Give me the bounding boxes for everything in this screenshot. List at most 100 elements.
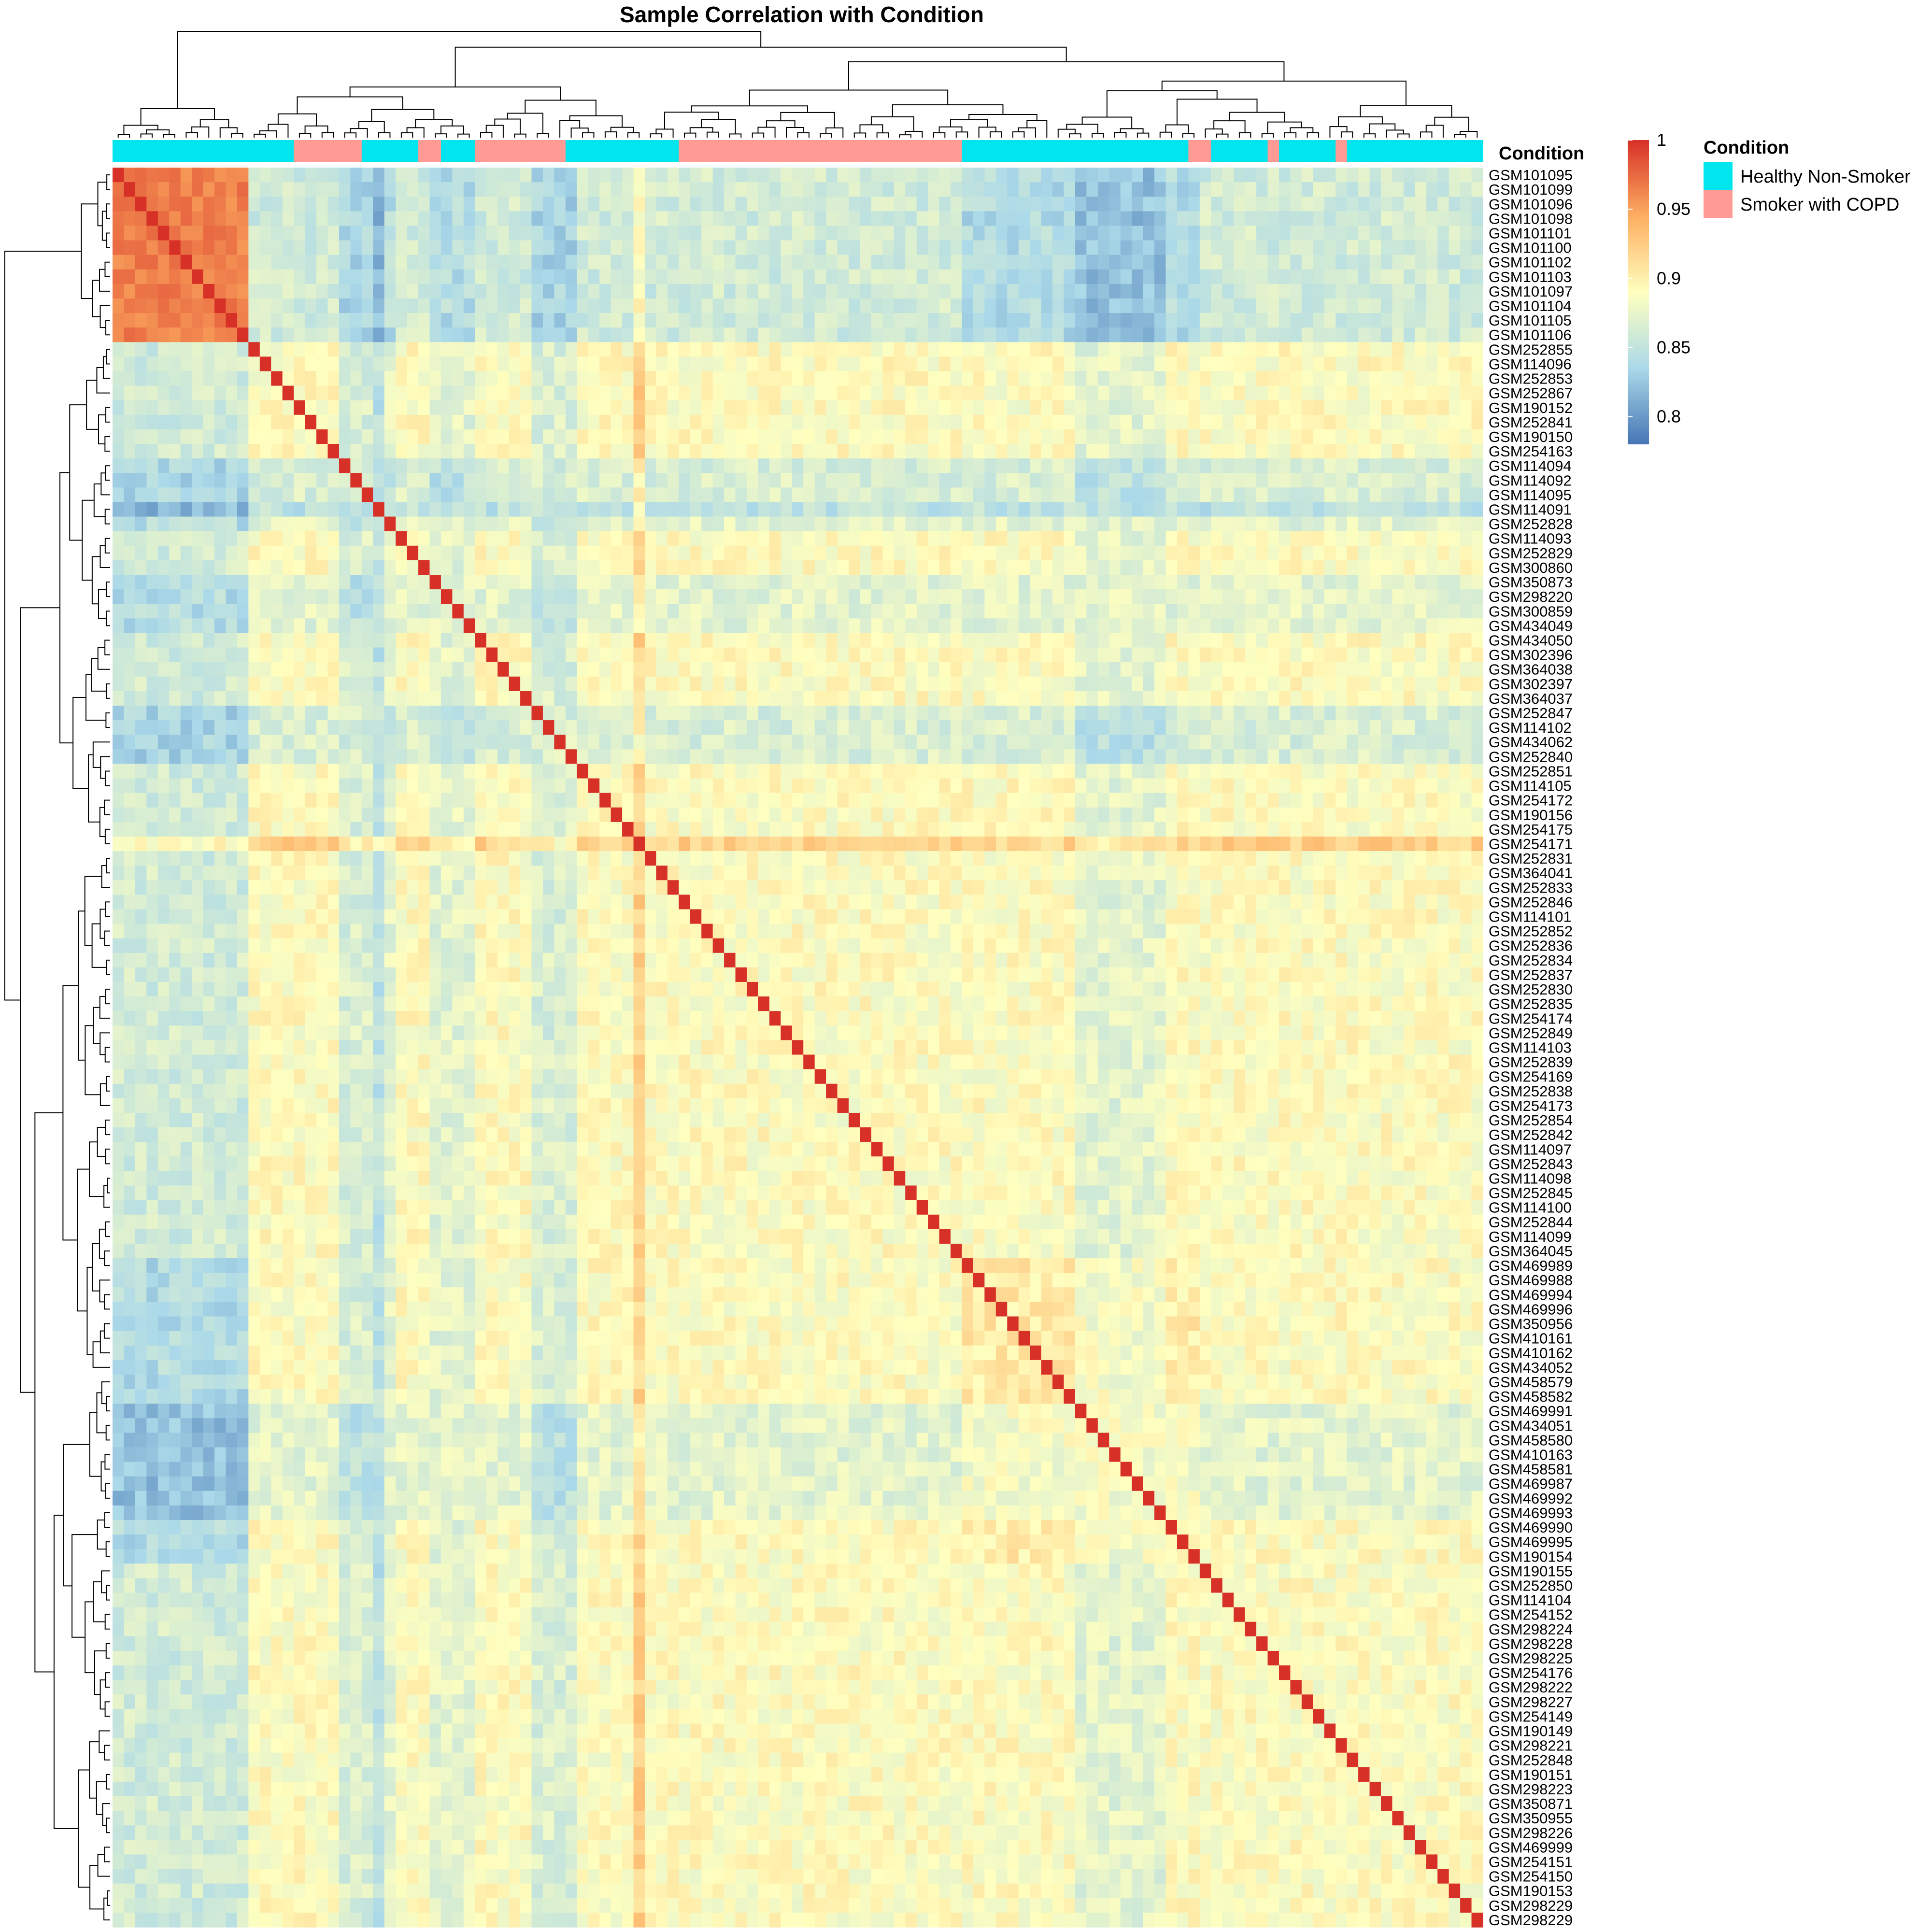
heatmap-cell (373, 618, 385, 634)
heatmap-cell (951, 226, 963, 241)
heatmap-cell (871, 589, 883, 604)
heatmap-cell (622, 560, 634, 575)
heatmap-cell (282, 327, 294, 342)
heatmap-cell (1177, 516, 1189, 532)
heatmap-cell (384, 560, 396, 575)
heatmap-cell (1279, 487, 1291, 503)
heatmap-cell (939, 502, 951, 517)
heatmap-cell (611, 240, 623, 256)
heatmap-cell (1380, 255, 1393, 270)
heatmap-cell (384, 618, 396, 634)
heatmap-cell (1086, 589, 1098, 604)
heatmap-cell (905, 662, 917, 677)
heatmap-cell (871, 662, 883, 677)
heatmap-cell (1335, 371, 1348, 386)
heatmap-cell (724, 240, 736, 256)
annotation-cell (882, 140, 895, 162)
heatmap-cell (429, 545, 441, 561)
heatmap-cell (588, 313, 600, 328)
heatmap-cell (849, 168, 861, 183)
heatmap-cell (1086, 168, 1098, 183)
heatmap-cell (1426, 575, 1438, 590)
heatmap-cell (1007, 676, 1019, 692)
heatmap-cell (1324, 385, 1336, 401)
heatmap-cell (1267, 676, 1279, 692)
heatmap-cell (1279, 633, 1291, 648)
annotation-cell (1177, 140, 1189, 162)
heatmap-cell (1358, 298, 1370, 313)
heatmap-cell (656, 240, 668, 256)
heatmap-cell (1030, 429, 1042, 444)
heatmap-cell (214, 371, 227, 386)
heatmap-cell (701, 211, 713, 227)
heatmap-cell (588, 516, 600, 532)
heatmap-cell (679, 618, 691, 634)
heatmap-cell (418, 240, 430, 256)
heatmap-cell (418, 182, 430, 197)
annotation-cell (226, 140, 238, 162)
heatmap-cell (984, 226, 996, 241)
heatmap-cell (554, 676, 566, 692)
heatmap-cell (146, 575, 158, 590)
heatmap-cell (452, 327, 464, 342)
heatmap-cell (622, 400, 634, 415)
heatmap-cell (146, 531, 158, 546)
heatmap-cell (429, 618, 441, 634)
heatmap-cell (1018, 226, 1030, 241)
heatmap-cell (724, 444, 736, 459)
heatmap-cell (769, 240, 781, 256)
heatmap-cell (1437, 168, 1449, 183)
heatmap-cell (769, 197, 781, 212)
heatmap-cell (463, 182, 475, 197)
heatmap-cell (916, 284, 928, 299)
heatmap-cell (180, 240, 192, 256)
heatmap-cell (1086, 676, 1098, 692)
heatmap-cell (1369, 429, 1381, 444)
heatmap-cell (1086, 298, 1098, 313)
heatmap-cell (735, 618, 747, 634)
heatmap-cell (1007, 458, 1019, 473)
heatmap-cell (1471, 342, 1483, 357)
heatmap-cell (497, 182, 510, 197)
heatmap-cell (316, 400, 328, 415)
heatmap-cell (882, 691, 895, 706)
heatmap-cell (509, 429, 521, 444)
heatmap-cell (1471, 197, 1483, 212)
heatmap-cell (169, 662, 181, 677)
heatmap-cell (1234, 705, 1246, 721)
heatmap-cell (1143, 371, 1155, 386)
heatmap-cell (520, 342, 532, 357)
heatmap-cell (486, 575, 498, 590)
heatmap-cell (509, 589, 521, 604)
heatmap-cell (1279, 444, 1291, 459)
heatmap-cell (294, 647, 306, 663)
heatmap-cell (565, 662, 577, 677)
heatmap-cell (1097, 269, 1109, 284)
heatmap-cell (169, 371, 181, 386)
heatmap-cell (1392, 429, 1404, 444)
heatmap-cell (203, 168, 215, 183)
heatmap-cell (951, 211, 963, 227)
heatmap-cell (248, 720, 260, 735)
heatmap-cell (1437, 226, 1449, 241)
heatmap-cell (418, 385, 430, 401)
heatmap-cell (124, 255, 136, 270)
heatmap-cell (1120, 168, 1132, 183)
heatmap-cell (758, 604, 770, 619)
heatmap-cell (1267, 269, 1279, 284)
heatmap-cell (712, 487, 724, 503)
heatmap-cell (916, 618, 928, 634)
heatmap-cell (769, 342, 781, 357)
heatmap-cell (803, 385, 815, 401)
heatmap-cell (373, 545, 385, 561)
heatmap-cell (656, 168, 668, 183)
heatmap-cell (248, 458, 260, 473)
heatmap-cell (282, 705, 294, 721)
heatmap-cell (1290, 385, 1302, 401)
heatmap-cell (418, 691, 430, 706)
heatmap-cell (305, 473, 317, 488)
heatmap-cell (588, 662, 600, 677)
heatmap-cell (1132, 385, 1144, 401)
heatmap-cell (758, 560, 770, 575)
heatmap-cell (814, 298, 826, 313)
